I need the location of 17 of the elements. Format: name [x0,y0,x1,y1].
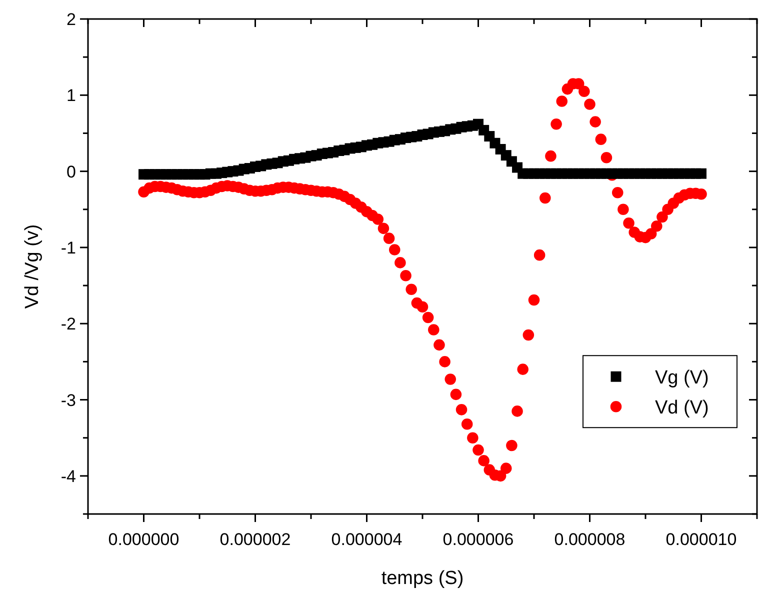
x-axis-title: temps (S) [381,568,464,589]
y-axis-title: Vd /Vg (v) [22,224,43,309]
x-tick-label: 0.000002 [220,530,291,549]
legend-label: Vg (V) [655,368,709,389]
y-tick-label: -3 [60,390,76,410]
x-tick-label: 0.000006 [442,530,514,549]
y-tick-label: 0 [66,162,76,182]
y-tick-label: 1 [66,86,76,106]
y-tick-label: -4 [60,466,76,486]
x-tick-label: 0.000000 [108,530,180,549]
y-tick-label: 2 [66,10,76,29]
y-tick-label: -2 [60,314,76,334]
x-tick-label: 0.000010 [666,530,737,549]
x-tick-label: 0.000004 [331,530,402,549]
y-tick-label: -1 [60,238,76,258]
x-tick-label: 0.000008 [554,530,626,549]
legend-label: Vd (V) [655,398,709,419]
